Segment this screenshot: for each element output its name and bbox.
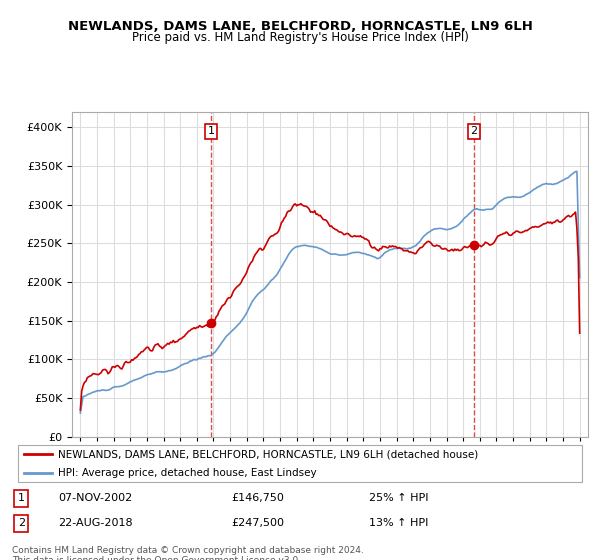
Text: Price paid vs. HM Land Registry's House Price Index (HPI): Price paid vs. HM Land Registry's House … [131,31,469,44]
FancyBboxPatch shape [18,445,582,482]
Text: NEWLANDS, DAMS LANE, BELCHFORD, HORNCASTLE, LN9 6LH: NEWLANDS, DAMS LANE, BELCHFORD, HORNCAST… [68,20,532,32]
Text: 1: 1 [18,493,25,503]
Text: NEWLANDS, DAMS LANE, BELCHFORD, HORNCASTLE, LN9 6LH (detached house): NEWLANDS, DAMS LANE, BELCHFORD, HORNCAST… [58,449,478,459]
Text: £146,750: £146,750 [231,493,284,503]
Text: 22-AUG-2018: 22-AUG-2018 [58,519,133,529]
Text: HPI: Average price, detached house, East Lindsey: HPI: Average price, detached house, East… [58,468,317,478]
Text: 25% ↑ HPI: 25% ↑ HPI [369,493,428,503]
Text: 2: 2 [18,519,25,529]
Text: 07-NOV-2002: 07-NOV-2002 [58,493,133,503]
Text: Contains HM Land Registry data © Crown copyright and database right 2024.
This d: Contains HM Land Registry data © Crown c… [12,546,364,560]
Text: 2: 2 [470,127,478,136]
Text: £247,500: £247,500 [231,519,284,529]
Text: 1: 1 [208,127,214,136]
Text: 13% ↑ HPI: 13% ↑ HPI [369,519,428,529]
